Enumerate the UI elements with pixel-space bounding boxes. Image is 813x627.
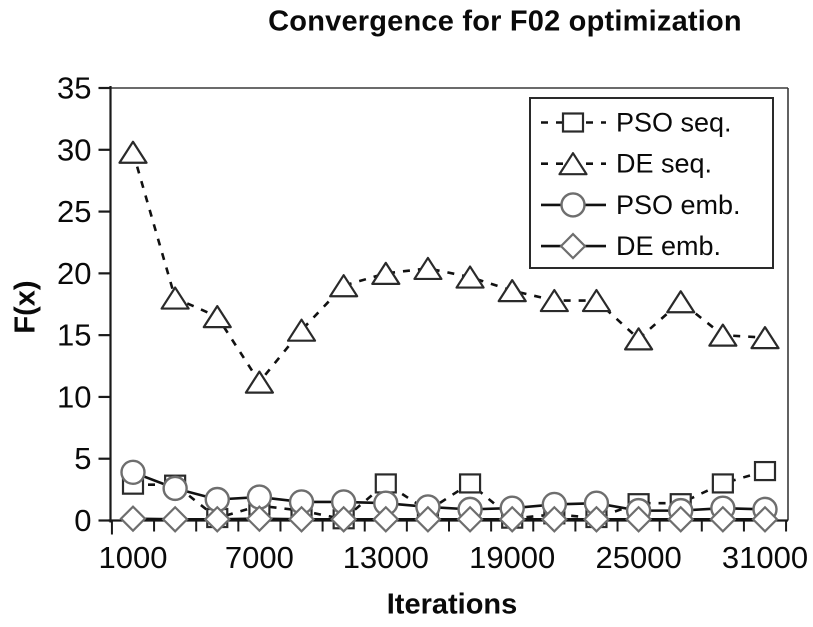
data-point-diamond — [414, 505, 442, 533]
data-point-diamond — [667, 505, 695, 533]
data-point-diamond — [287, 505, 316, 533]
data-point-triangle — [581, 288, 612, 313]
y-tick-label: 0 — [74, 503, 91, 538]
chart-title: Convergence for F02 optimization — [268, 5, 742, 38]
data-point-triangle — [286, 318, 317, 342]
data-point-triangle — [708, 323, 738, 347]
data-point-triangle — [539, 288, 569, 313]
data-point-square — [753, 460, 777, 482]
data-point-circle — [162, 475, 188, 502]
data-point-triangle — [160, 286, 190, 310]
data-point-square — [374, 473, 397, 494]
series-line-diamond — [132, 517, 765, 521]
data-point-triangle — [371, 261, 401, 285]
data-point-triangle — [118, 140, 148, 164]
data-point-triangle — [244, 370, 274, 394]
x-tick-label: 7000 — [225, 540, 294, 575]
data-point-triangle — [750, 326, 780, 350]
data-point-triangle — [455, 265, 485, 289]
y-tick-label: 15 — [57, 318, 91, 353]
y-tick-label: 20 — [57, 256, 91, 291]
data-point-triangle — [666, 290, 696, 314]
data-point-circle — [120, 459, 146, 486]
data-point-diamond — [498, 505, 526, 533]
data-point-square — [711, 473, 734, 494]
data-point-diamond — [245, 505, 273, 533]
data-point-diamond — [119, 505, 147, 533]
series-line-square — [133, 469, 766, 521]
x-tick-label: 31000 — [722, 540, 808, 575]
x-tick-label: 13000 — [343, 540, 429, 575]
legend-marker-circle — [560, 192, 586, 218]
data-point-diamond — [161, 505, 189, 533]
data-point-triangle — [329, 274, 359, 298]
data-point-diamond — [540, 505, 568, 533]
legend-marker-triangle — [558, 152, 588, 176]
data-point-diamond — [203, 505, 231, 533]
data-point-diamond — [625, 505, 653, 533]
y-tick-label: 30 — [57, 132, 91, 167]
legend-label: DE seq. — [616, 149, 712, 179]
y-tick-label: 25 — [57, 194, 91, 229]
data-point-diamond — [582, 505, 611, 533]
data-point-square — [458, 473, 482, 494]
data-point-diamond — [372, 505, 400, 533]
y-tick-label: 10 — [57, 379, 91, 414]
data-point-diamond — [751, 505, 779, 533]
legend-label: DE emb. — [616, 231, 721, 261]
legend-label: PSO emb. — [616, 190, 741, 220]
data-point-triangle — [202, 305, 232, 329]
y-tick-label: 35 — [57, 71, 91, 106]
legend-marker-diamond — [559, 232, 587, 260]
data-point-triangle — [623, 327, 654, 351]
data-point-diamond — [330, 505, 358, 533]
data-point-circle — [246, 484, 273, 510]
data-point-diamond — [456, 505, 484, 533]
x-tick-label: 1000 — [99, 540, 168, 575]
x-tick-label: 19000 — [469, 540, 555, 575]
x-axis-label: Iterations — [386, 588, 518, 621]
legend-label: PSO seq. — [616, 108, 732, 138]
data-point-diamond — [709, 505, 737, 533]
data-point-triangle — [413, 256, 443, 281]
legend-marker-square — [561, 112, 585, 133]
x-tick-label: 25000 — [595, 540, 681, 575]
series-line-triangle — [131, 151, 766, 385]
y-tick-label: 5 — [74, 441, 91, 476]
series-line-circle — [132, 471, 766, 512]
data-point-triangle — [497, 279, 527, 303]
